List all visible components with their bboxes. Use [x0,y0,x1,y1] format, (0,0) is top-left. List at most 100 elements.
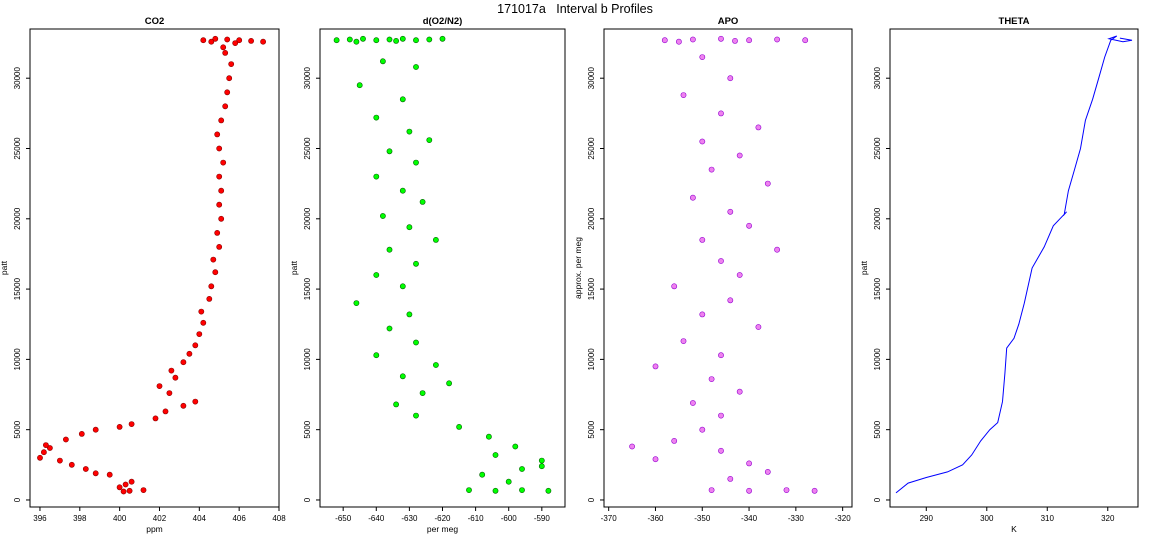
data-point [78,430,85,437]
panel-title: THETA [999,16,1030,27]
data-point [166,390,173,396]
data-point [671,283,678,290]
data-point [57,457,63,464]
y-axis-label: approx. per meg [573,237,583,299]
y-tick-label: 5000 [303,420,312,438]
data-point [360,35,366,42]
data-point [699,426,706,433]
panel-3: THETA 290 300 310 320 0 5000 10000 15000 20000 250… [859,16,1139,534]
data-point [406,224,413,231]
data-point [192,342,199,349]
data-point [732,38,738,44]
data-point [774,246,780,253]
data-point [236,37,243,44]
data-point [116,484,123,491]
theta-line [895,35,1133,494]
data-point [399,373,406,380]
panel-0: CO2 396 398 400 402 404 406 408 0 5000 10000 15000 2… [0,16,286,534]
data-point [718,412,724,419]
data-point [218,187,225,194]
data-point [228,61,235,67]
data-point [727,75,734,82]
x-tick-label: 402 [153,514,167,523]
data-point [356,82,363,89]
data-point [736,152,743,159]
data-point [661,37,668,44]
data-point [222,50,229,56]
data-point [128,478,135,485]
data-point [538,457,545,464]
data-point [152,415,159,422]
y-axis-label: patt [289,260,299,275]
x-tick-label: 290 [920,514,934,523]
x-axis-label: per meg [427,524,458,534]
y-axis-label: patt [0,260,9,275]
data-point [212,269,219,276]
x-tick-label: 400 [113,514,127,523]
data-point [386,36,393,43]
x-tick-label: 406 [232,514,246,523]
data-point [399,187,406,194]
data-point [652,456,659,463]
x-tick-label: -610 [468,514,485,523]
y-tick-label: 10000 [303,348,312,371]
data-point [218,215,225,222]
data-point [192,398,199,405]
y-tick-label: 25000 [303,137,312,160]
data-point [699,311,706,318]
y-tick-label: 0 [13,497,22,502]
data-point [406,311,413,318]
data-point [802,37,809,44]
data-point [386,246,393,253]
data-point [373,352,380,359]
data-point [764,180,771,187]
y-tick-label: 20000 [873,207,882,230]
y-tick-label: 20000 [13,207,22,230]
data-point [413,260,419,267]
data-point [379,213,386,219]
y-tick-label: 15000 [587,277,596,300]
data-point [690,400,696,406]
data-point [126,487,133,494]
y-tick-label: 0 [873,497,882,502]
data-point [492,487,499,494]
data-point [379,58,386,65]
data-point [196,331,203,337]
data-point [172,374,179,381]
data-point [764,468,771,475]
y-tick-label: 25000 [13,137,22,160]
data-point [466,487,472,493]
data-point [140,487,147,493]
y-tick-label: 15000 [303,277,312,300]
data-point [68,461,75,468]
data-point [413,159,419,166]
y-tick-label: 20000 [303,207,312,230]
data-point [260,38,266,45]
data-point [232,40,239,46]
data-point [162,408,169,415]
x-tick-label: 300 [980,514,994,523]
data-point [373,114,380,121]
data-point [116,423,123,430]
y-tick-label: 30000 [587,67,596,90]
data-point [774,36,780,43]
data-point [216,145,223,152]
data-point [200,319,207,326]
data-point [120,488,127,495]
data-point [727,297,734,304]
data-point [399,283,406,290]
x-tick-label: 398 [73,514,87,523]
data-point [216,243,223,250]
data-point [218,117,225,124]
data-point [333,37,340,44]
data-point [216,173,223,180]
data-point [214,229,221,236]
data-point [373,173,380,180]
data-point [92,426,99,433]
plot-frame [889,28,1139,508]
data-point [413,64,419,70]
panel-1: d(O2/N2) -650 -640 -630 -620 -610 -600 -590 0 500… [289,16,566,534]
y-tick-label: 10000 [13,348,22,371]
data-point [386,325,393,332]
data-point [426,137,433,143]
